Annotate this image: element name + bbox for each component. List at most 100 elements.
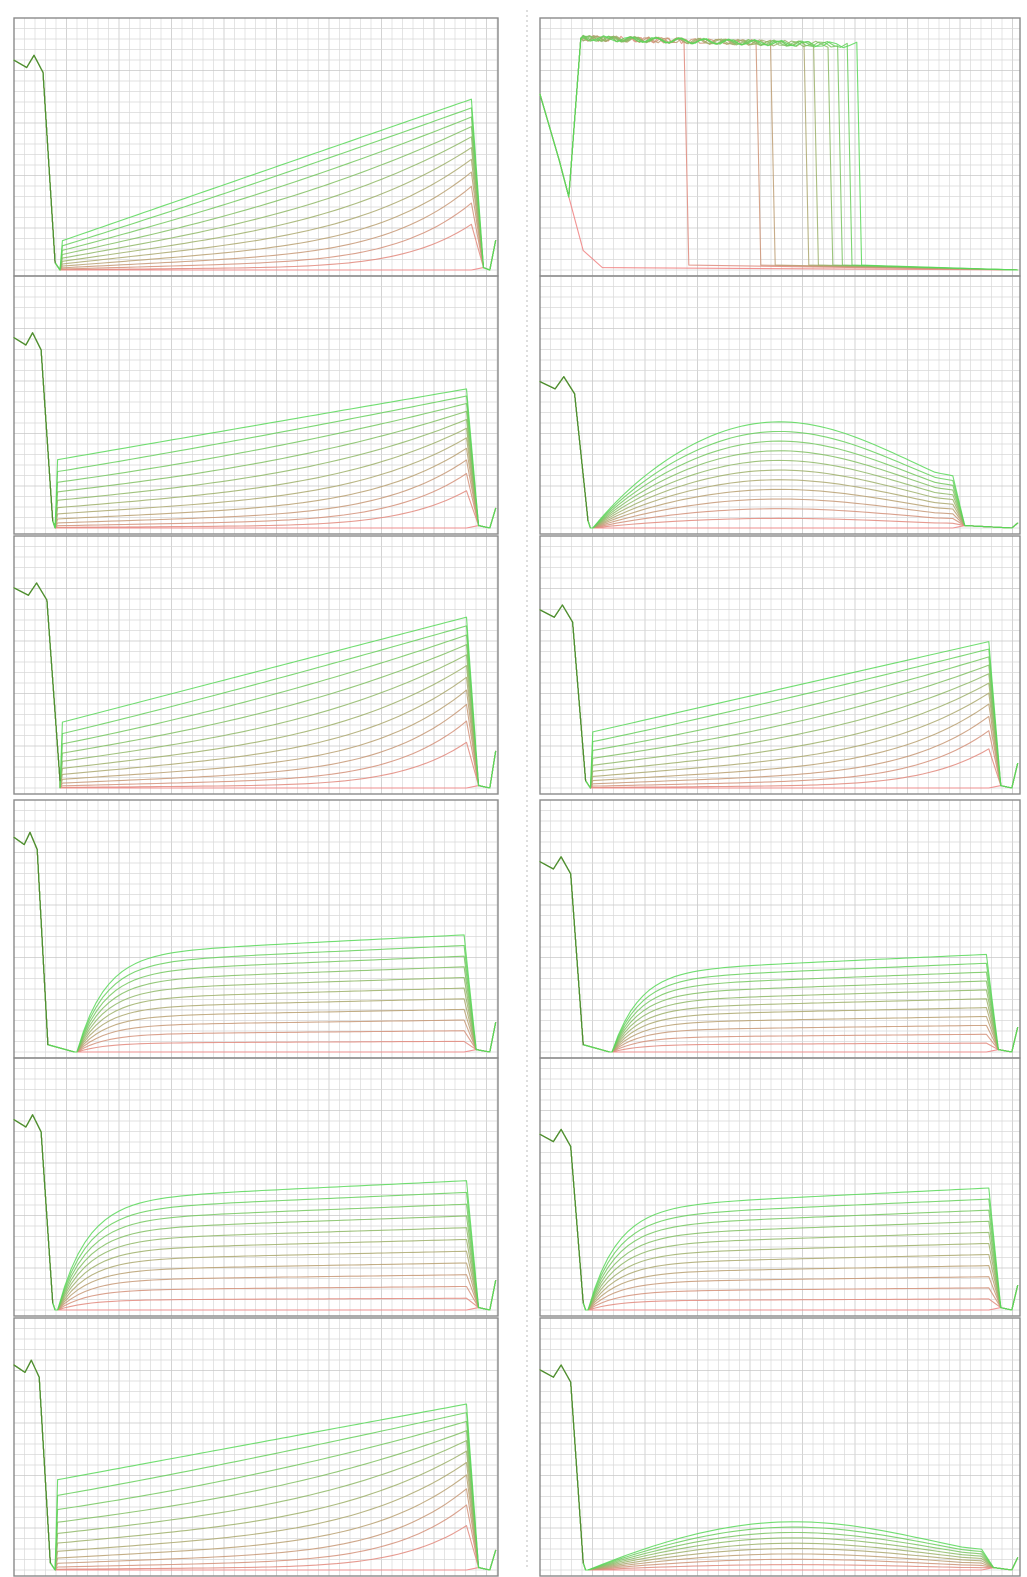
trace-4 xyxy=(13,1114,497,1311)
lead-trace xyxy=(13,1359,51,1564)
trace-5 xyxy=(539,604,1019,789)
trace-12 xyxy=(13,582,497,789)
trace-3 xyxy=(13,831,497,1053)
trace-1 xyxy=(539,376,1019,529)
trace-6 xyxy=(13,831,497,1053)
trace-8 xyxy=(539,604,1019,789)
trace-11 xyxy=(13,54,497,271)
trace-5 xyxy=(13,582,497,789)
panel-gridlines xyxy=(539,275,1020,534)
trace-1 xyxy=(539,604,1019,789)
trace-2 xyxy=(539,376,1019,529)
panel-frame xyxy=(539,1317,1021,1577)
trace-5 xyxy=(539,1128,1019,1311)
trace-6 xyxy=(13,1114,497,1311)
trace-4 xyxy=(13,582,497,789)
trace-5 xyxy=(13,54,497,271)
trace-2 xyxy=(539,856,1019,1053)
trace-3 xyxy=(539,1364,1019,1571)
trace-12 xyxy=(539,604,1019,789)
trace-10 xyxy=(539,1128,1019,1311)
trace-2 xyxy=(13,54,497,271)
trace-8 xyxy=(539,376,1019,529)
trace-11 xyxy=(13,831,497,1053)
panel-gridlines xyxy=(13,1317,498,1576)
trace-12 xyxy=(539,1128,1019,1311)
trace-12 xyxy=(13,54,497,271)
lead-trace xyxy=(13,54,56,264)
trace-1 xyxy=(13,831,497,1053)
panel-gridlines xyxy=(13,535,498,794)
panel-frame xyxy=(539,275,1021,535)
panel-gridlines xyxy=(539,17,1020,276)
trace-4 xyxy=(13,54,497,271)
chart-panel-row4-left xyxy=(13,799,499,1059)
trace-7 xyxy=(13,831,497,1053)
trace-4 xyxy=(539,856,1019,1053)
trace-12 xyxy=(13,332,497,529)
trace-8 xyxy=(539,856,1019,1053)
chart-panel-row3-left xyxy=(13,535,499,795)
trace-1 xyxy=(539,93,1019,271)
panel-gridlines xyxy=(13,799,498,1058)
trace-12 xyxy=(539,856,1019,1053)
lead-trace xyxy=(13,582,61,782)
trace-8 xyxy=(539,35,1019,271)
trace-1 xyxy=(539,1364,1019,1571)
trace-6 xyxy=(13,332,497,529)
trace-3 xyxy=(539,856,1019,1053)
trace-8 xyxy=(13,332,497,529)
trace-9 xyxy=(13,582,497,789)
trace-4 xyxy=(539,604,1019,789)
trace-6 xyxy=(539,856,1019,1053)
trace-6 xyxy=(13,1359,497,1571)
panel-frame xyxy=(13,799,499,1059)
lead-trace xyxy=(539,376,589,522)
trace-6 xyxy=(13,582,497,789)
trace-12 xyxy=(539,376,1019,529)
trace-9 xyxy=(539,604,1019,789)
trace-5 xyxy=(539,376,1019,529)
trace-6 xyxy=(13,54,497,271)
chart-panel-row3-right xyxy=(539,535,1021,795)
trace-9 xyxy=(13,54,497,271)
trace-10 xyxy=(13,332,497,529)
chart-panel-row5-right xyxy=(539,1057,1021,1317)
chart-panel-row6-right xyxy=(539,1317,1021,1577)
trace-10 xyxy=(539,35,1019,271)
trace-7 xyxy=(539,1128,1019,1311)
trace-7 xyxy=(539,34,1019,271)
trace-5 xyxy=(539,35,1019,271)
trace-10 xyxy=(13,1359,497,1571)
panel-frame xyxy=(539,799,1021,1059)
trace-3 xyxy=(13,1114,497,1311)
trace-11 xyxy=(13,1114,497,1311)
trace-11 xyxy=(539,856,1019,1053)
trace-1 xyxy=(13,582,497,789)
trace-1 xyxy=(539,856,1019,1053)
trace-5 xyxy=(539,856,1019,1053)
panel-gridlines xyxy=(13,275,498,534)
panel-gridlines xyxy=(13,17,498,276)
trace-6 xyxy=(539,604,1019,789)
trace-10 xyxy=(13,582,497,789)
trace-1 xyxy=(13,332,497,529)
trace-7 xyxy=(13,332,497,529)
trace-11 xyxy=(13,1359,497,1571)
trace-12 xyxy=(13,1359,497,1571)
lead-trace xyxy=(13,1114,54,1304)
lead-trace xyxy=(539,604,587,782)
trace-7 xyxy=(539,376,1019,529)
trace-12 xyxy=(13,831,497,1053)
chart-panel-row6-left xyxy=(13,1317,499,1577)
trace-6 xyxy=(539,35,1019,271)
trace-1 xyxy=(539,1128,1019,1311)
panel-gridlines xyxy=(539,1057,1020,1316)
panel-frame xyxy=(539,1057,1021,1317)
panel-frame xyxy=(539,17,1021,277)
trace-1 xyxy=(13,1114,497,1311)
trace-9 xyxy=(13,1114,497,1311)
trace-2 xyxy=(13,831,497,1053)
chart-panel-row4-right xyxy=(539,799,1021,1059)
